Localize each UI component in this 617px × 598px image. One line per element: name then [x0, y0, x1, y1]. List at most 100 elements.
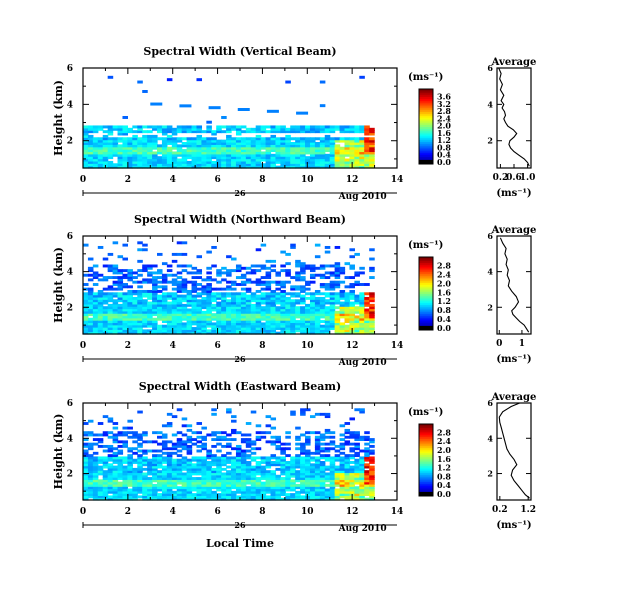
heatmap-cell [260, 287, 267, 291]
heatmap-cell [300, 472, 306, 476]
heatmap-cell [142, 130, 148, 134]
heatmap-cell [196, 422, 203, 425]
heatmap-cell [191, 146, 198, 150]
heatmap-cell [285, 160, 291, 164]
heatmap-cell [265, 481, 272, 485]
heatmap-cell [334, 153, 341, 157]
heatmap-cell [102, 431, 109, 435]
y-tick-label: 6 [67, 64, 73, 74]
heatmap-cell [275, 477, 281, 480]
heatmap-cell [87, 146, 94, 150]
heatmap-cell [349, 296, 355, 300]
heatmap-cell [280, 442, 286, 446]
colorbar-segment [419, 147, 433, 150]
heatmap-cell [255, 470, 262, 474]
heatmap-cell [270, 331, 277, 335]
heatmap-cell [285, 149, 291, 153]
heatmap-cell [354, 273, 360, 277]
heatmap-cell [334, 294, 341, 298]
heatmap-cell [280, 303, 286, 307]
heatmap-cell [314, 130, 321, 134]
heatmap-cell [92, 495, 99, 499]
heatmap-cell [196, 493, 203, 497]
heatmap-cell [191, 125, 198, 129]
heatmap-cell [290, 472, 296, 476]
heatmap-cell [137, 280, 143, 284]
heatmap-cell [359, 310, 365, 314]
heatmap-cell [117, 137, 124, 141]
colorbar-segment [419, 137, 433, 141]
heatmap-cell [314, 310, 321, 314]
colorbar-segment [419, 470, 433, 474]
heatmap-cell [349, 483, 355, 487]
heatmap-cell [359, 435, 365, 439]
heatmap-cell [240, 497, 247, 501]
heatmap-cell [102, 257, 109, 261]
heatmap-cell [280, 146, 286, 150]
heatmap-cell [270, 158, 277, 162]
heatmap-cell [191, 322, 198, 326]
heatmap-cell [235, 296, 242, 300]
heatmap-cell [240, 283, 247, 286]
heatmap-cell [191, 283, 198, 286]
heatmap-cell [245, 481, 252, 485]
heatmap-cell [166, 156, 173, 160]
heatmap-cell [152, 156, 158, 160]
heatmap-cell [191, 438, 198, 441]
heatmap-cell [152, 289, 158, 293]
heatmap-cell [221, 486, 227, 490]
y-tick-label: 2 [67, 303, 73, 313]
heatmap-cell [97, 149, 104, 153]
heatmap-cell [314, 497, 321, 501]
heatmap-cell [171, 139, 178, 143]
heatmap-cell [186, 481, 193, 485]
heatmap-cell [122, 431, 128, 435]
heatmap-cell [324, 447, 331, 451]
heatmap-cell [216, 481, 222, 485]
colorbar-segment [419, 134, 433, 137]
heatmap-cell [245, 324, 252, 328]
heatmap-cell [285, 488, 291, 492]
heatmap-cell [226, 493, 232, 497]
heatmap-cell [127, 130, 133, 134]
heatmap-cell [226, 280, 232, 284]
heatmap-cell [309, 463, 316, 467]
heatmap-cell [300, 324, 306, 328]
heatmap-cell [97, 324, 104, 328]
heatmap-cell [319, 493, 326, 497]
heatmap-cell [117, 127, 124, 131]
heatmap-cell [235, 139, 242, 143]
heatmap-cell [235, 320, 242, 324]
heatmap-cell [132, 483, 138, 487]
heatmap-cell [181, 324, 188, 328]
heatmap-cell [206, 474, 212, 478]
heatmap-cell [122, 490, 128, 494]
heatmap-cell [181, 252, 188, 256]
heatmap-cell [265, 327, 272, 330]
heatmap-cell [122, 486, 128, 490]
heatmap-cell [319, 313, 326, 317]
heatmap-cell [260, 331, 267, 335]
heatmap-cell [354, 472, 360, 476]
heatmap-cell [171, 283, 178, 286]
heatmap-cell [324, 139, 331, 143]
heatmap-cell [270, 456, 277, 460]
heatmap-cell [285, 146, 291, 150]
heatmap-cell [309, 294, 316, 298]
heatmap-cell [250, 493, 257, 497]
heatmap-cell [216, 165, 222, 169]
heatmap-cell [132, 472, 138, 476]
heatmap-cell [176, 431, 183, 435]
heatmap-cell [117, 296, 124, 300]
day-label: 26 [234, 520, 246, 530]
heatmap-cell [349, 156, 355, 160]
heatmap-cell [324, 299, 331, 303]
heatmap-cell [354, 294, 360, 298]
heatmap-cell [334, 310, 341, 314]
heatmap-cell [270, 490, 277, 494]
heatmap-cell [245, 271, 252, 275]
heatmap-cell [157, 313, 163, 317]
heatmap-cell [305, 454, 311, 458]
heatmap-cell [196, 329, 203, 333]
heatmap-cell [290, 310, 296, 314]
